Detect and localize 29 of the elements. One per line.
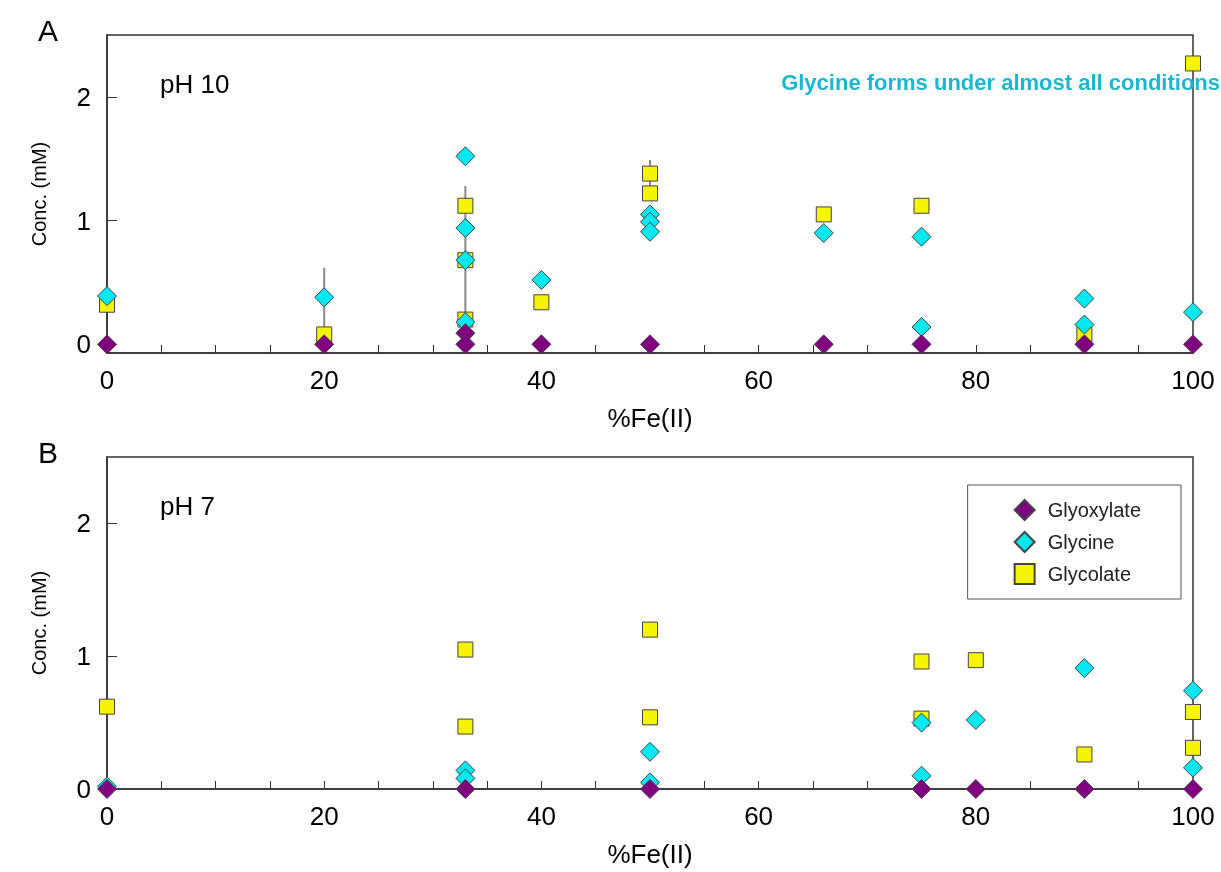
- legend-label: Glyoxylate: [1047, 499, 1142, 521]
- y-tick-label: 1: [76, 641, 91, 672]
- x-tick-label: 80: [961, 365, 991, 395]
- y-axis-title: Conc. (mM): [28, 141, 50, 247]
- x-tick-label: 40: [526, 801, 556, 831]
- legend-label: Glycolate: [1047, 563, 1132, 585]
- x-tick-label: 40: [526, 365, 556, 395]
- y-tick-label: 0: [76, 774, 91, 804]
- chart-title: A: [38, 13, 59, 47]
- y-axis-title: Conc. (mM): [28, 570, 50, 676]
- annotation: pH 7: [160, 491, 215, 521]
- x-axis-title: %Fe(II): [607, 403, 693, 433]
- x-tick-label: 20: [309, 365, 339, 395]
- legend-label: Glycine: [1047, 531, 1115, 553]
- annotation: pH 10: [160, 69, 230, 99]
- x-tick-label: 60: [744, 365, 774, 395]
- y-tick-label: 2: [76, 81, 91, 112]
- y-tick-label: 0: [76, 329, 91, 360]
- x-tick-label: 100: [1171, 801, 1215, 831]
- x-tick-label: 80: [961, 801, 991, 831]
- x-tick-label: 60: [744, 801, 774, 831]
- chart-title: B: [38, 435, 59, 469]
- x-tick-label: 0: [99, 801, 115, 831]
- x-tick-label: 100: [1171, 365, 1215, 395]
- x-tick-label: 0: [99, 365, 115, 395]
- y-tick-label: 2: [76, 508, 91, 539]
- y-tick-label: 1: [76, 205, 91, 236]
- x-tick-label: 20: [309, 801, 339, 831]
- x-axis-title: %Fe(II): [607, 839, 693, 869]
